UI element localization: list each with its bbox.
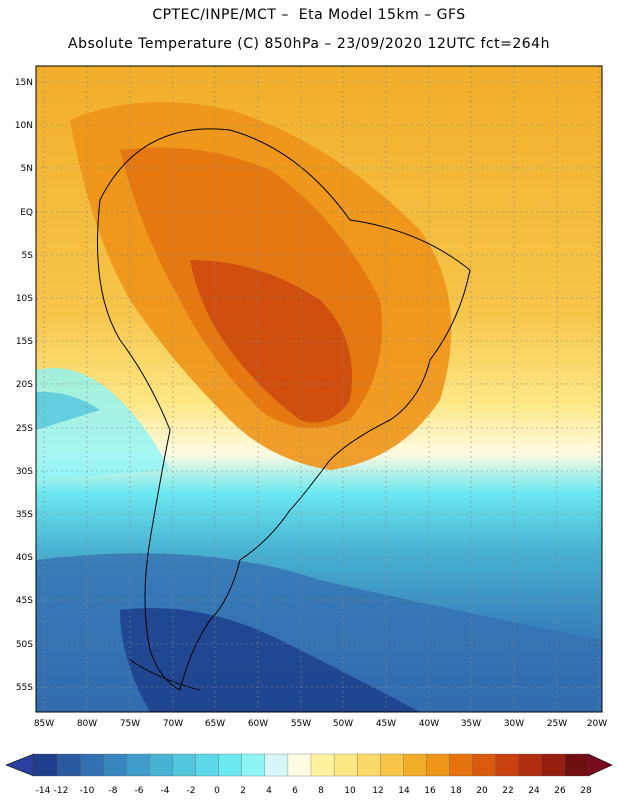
legend-tick: -14 [36, 786, 51, 796]
legend-color-cell [33, 753, 58, 777]
legend-color-cell [310, 753, 335, 777]
legend-tick: 8 [318, 786, 324, 796]
lat-label: 50S [16, 640, 33, 650]
legend-tick: 2 [240, 786, 246, 796]
legend-color-cell [56, 753, 81, 777]
lat-label: 15N [15, 78, 33, 88]
legend-color-cell [172, 753, 197, 777]
lat-label: 10N [15, 121, 33, 131]
lat-label: 35S [16, 510, 33, 520]
legend-color-cell [195, 753, 220, 777]
tierra-del-fuego-outline [129, 659, 201, 691]
lon-label: 40W [419, 719, 439, 729]
lon-label: 50W [333, 719, 353, 729]
title-line-2: Absolute Temperature (C) 850hPa – 23/09/… [68, 36, 550, 52]
legend-color-cell [380, 753, 404, 777]
legend-tick: 0 [214, 786, 220, 796]
legend-color-cell [287, 753, 312, 777]
legend-color-cell [80, 753, 104, 777]
legend-color-cell [218, 753, 243, 777]
lon-label: 80W [77, 719, 97, 729]
lat-label: 15S [16, 337, 33, 347]
lon-label: 45W [376, 719, 396, 729]
legend-color-cell [426, 753, 450, 777]
lat-label: 45S [16, 596, 33, 606]
longitude-axis: 85W 80W 75W 70W 65W 60W 55W 50W 45W 40W … [34, 719, 607, 729]
lat-label: EQ [20, 208, 33, 218]
lat-label: 30S [16, 467, 33, 477]
legend-tick: 6 [292, 786, 298, 796]
lon-label: 55W [291, 719, 311, 729]
legend-color-cell [103, 753, 127, 777]
lon-label: 60W [248, 719, 268, 729]
lon-label: 25W [547, 719, 567, 729]
legend-tick: 26 [554, 786, 566, 796]
legend-tick: -10 [80, 786, 95, 796]
legend-tick: 22 [502, 786, 513, 796]
lon-label: 30W [504, 719, 524, 729]
legend-color-cell [449, 753, 474, 777]
legend-tick: 16 [424, 786, 436, 796]
legend-tick: 12 [372, 786, 383, 796]
lat-label: 25S [16, 424, 33, 434]
title-line-1: CPTEC/INPE/MCT – Eta Model 15km – GFS [152, 7, 466, 23]
legend-color-cell [149, 753, 173, 777]
legend-max-arrow [587, 753, 613, 777]
lon-label: 85W [34, 719, 54, 729]
legend-color-cell [264, 753, 289, 777]
lon-label: 20W [587, 719, 607, 729]
legend-tick: 4 [266, 786, 272, 796]
legend-color-cell [403, 753, 427, 777]
legend-color-cell [126, 753, 150, 777]
legend-tick: -6 [135, 786, 144, 796]
lat-label: 20S [16, 380, 33, 390]
lat-label: 10S [16, 294, 33, 304]
legend-color-cell [495, 753, 520, 777]
legend-tick: 28 [580, 786, 592, 796]
lon-label: 35W [461, 719, 481, 729]
legend-color-cell [564, 753, 589, 777]
temperature-field [36, 66, 602, 712]
legend-tick: 20 [476, 786, 488, 796]
lon-label: 70W [163, 719, 183, 729]
legend-tick: -8 [109, 786, 118, 796]
legend-color-cell [241, 753, 266, 777]
legend-tick: 10 [344, 786, 356, 796]
legend-tick: -4 [161, 786, 170, 796]
legend-color-cell [472, 753, 497, 777]
lon-label: 65W [205, 719, 225, 729]
lat-label: 55S [16, 683, 33, 693]
legend-color-cell [518, 753, 543, 777]
legend-color-cell [357, 753, 381, 777]
lon-label: 75W [120, 719, 140, 729]
lat-label: 5N [21, 164, 33, 174]
legend-tick: 18 [450, 786, 462, 796]
legend-tick: -12 [54, 786, 69, 796]
lat-label: 5S [22, 251, 34, 261]
legend-color-cell [333, 753, 358, 777]
legend-tick: 14 [398, 786, 410, 796]
color-legend: -14 -12 -10 -8 -6 -4 -2 0 2 4 6 8 10 12 … [5, 753, 613, 796]
legend-color-cell [541, 753, 566, 777]
continent-outline [97, 128, 471, 691]
legend-tick: 24 [528, 786, 540, 796]
latitude-axis: 15N 10N 5N EQ 5S 10S 15S 20S 25S 30S 35S… [15, 78, 33, 693]
map-frame [35, 65, 603, 713]
legend-tick: -2 [187, 786, 196, 796]
legend-min-arrow [5, 753, 35, 777]
gridlines [36, 66, 602, 712]
lat-label: 40S [16, 553, 33, 563]
